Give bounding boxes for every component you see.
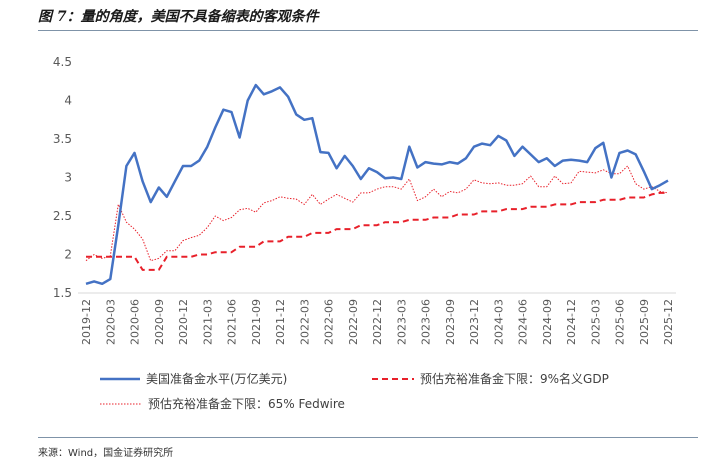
- x-tick-label: 2020-09: [153, 299, 166, 345]
- legend-item-fedwire-floor: 预估充裕准备金下限：65% Fedwire: [100, 395, 345, 412]
- x-tick-label: 2024-09: [541, 299, 554, 345]
- y-tick-label: 2: [64, 248, 72, 262]
- figure-title: 图 7：量的角度，美国不具备缩表的客观条件: [38, 9, 319, 25]
- x-tick-label: 2022-12: [371, 299, 384, 345]
- x-tick-label: 2019-12: [80, 299, 93, 345]
- legend-swatch-solid: [100, 377, 140, 380]
- y-tick-label: 4.5: [53, 55, 72, 69]
- x-tick-label: 2022-03: [298, 299, 311, 345]
- y-tick-label: 1.5: [53, 286, 72, 300]
- x-tick-label: 2025-06: [614, 299, 627, 345]
- y-tick-label: 3.5: [53, 132, 72, 146]
- x-tick-label: 2022-09: [347, 299, 360, 345]
- x-tick-label: 2023-12: [468, 299, 481, 345]
- x-tick-label: 2020-06: [129, 299, 142, 345]
- x-tick-label: 2023-09: [444, 299, 457, 345]
- x-tick-label: 2025-12: [662, 299, 675, 345]
- x-tick-label: 2022-06: [323, 299, 336, 345]
- x-tick-labels: 2019-12 2020-03 2020-06 2020-09 2020-12 2021-…: [80, 299, 675, 345]
- legend-label-gdp-floor: 预估充裕准备金下限：9%名义GDP: [420, 372, 609, 386]
- series-lines: [85, 83, 669, 286]
- x-tick-label: 2020-03: [104, 299, 117, 345]
- legend-swatch-dashed: [372, 377, 414, 380]
- legend-label-fedwire-floor: 预估充裕准备金下限：65% Fedwire: [148, 397, 345, 411]
- legend-item-gdp-floor: 预估充裕准备金下限：9%名义GDP: [372, 370, 609, 387]
- x-tick-label: 2021-12: [274, 299, 287, 345]
- series-line-dotted: [85, 165, 669, 262]
- y-tick-label: 2.5: [53, 209, 72, 223]
- series-line-solid: [85, 83, 669, 286]
- x-tick-label: 2021-06: [226, 299, 239, 345]
- legend-label-reserves: 美国准备金水平(万亿美元): [146, 372, 288, 386]
- x-tick-label: 2023-06: [420, 299, 433, 345]
- x-tick-label: 2021-09: [250, 299, 263, 345]
- y-tick-label: 4: [64, 94, 72, 108]
- footer-rule: [38, 437, 698, 438]
- source-note: 来源：Wind，国金证券研究所: [38, 448, 174, 459]
- x-tick-label: 2024-12: [565, 299, 578, 345]
- series-line-dashed: [86, 191, 668, 271]
- x-tick-label: 2020-12: [177, 299, 190, 345]
- title-rule: [38, 30, 698, 31]
- y-tick-labels: 1.5 2 2.5 3 3.5 4 4.5: [53, 55, 72, 300]
- legend-item-reserves: 美国准备金水平(万亿美元): [100, 370, 287, 387]
- x-tick-label: 2023-03: [395, 299, 408, 345]
- x-tick-label: 2025-03: [589, 299, 602, 345]
- x-tick-label: 2024-03: [492, 299, 505, 345]
- x-tick-label: 2024-06: [517, 299, 530, 345]
- x-tick-label: 2021-03: [201, 299, 214, 345]
- legend-swatch-dotted: [100, 403, 142, 404]
- y-tick-label: 3: [64, 171, 72, 185]
- x-tick-label: 2025-09: [638, 299, 651, 345]
